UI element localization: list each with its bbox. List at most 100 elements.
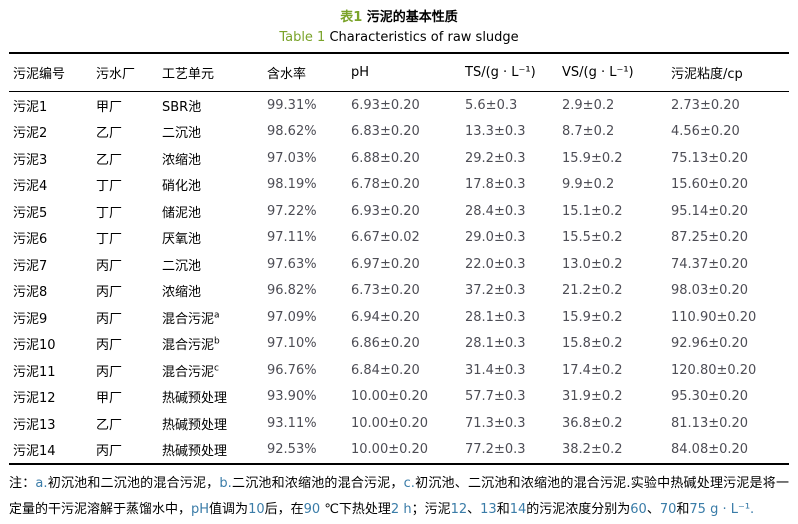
cell-vs: 15.9±0.2: [562, 150, 623, 166]
footnote-text-segment: 注：: [9, 476, 36, 491]
table-row: 污泥2 乙厂 二沉池 98.62% 6.83±0.20 13.3±0.3 8.7±0.2 4.…: [9, 119, 789, 146]
footnote-text-segment: 、: [646, 502, 660, 517]
footnote-text-segment: 初沉池和二沉池的混合污泥，: [47, 476, 220, 491]
table-row: 污泥5 丁厂 储泥池 97.22% 6.93±0.20 28.4±0.3 15.1±0.2 9…: [9, 198, 789, 225]
cell-ts: 29.0±0.3: [465, 230, 526, 246]
cell-process-unit: 热碱预处理: [162, 444, 228, 460]
cell-plant: 丁厂: [96, 205, 123, 221]
footnote-latin-segment: b.: [219, 476, 232, 491]
column-header-water-content: 含水率: [263, 53, 347, 92]
footnote-latin-segment: 75 g · L⁻¹.: [689, 502, 755, 517]
column-header-process-unit: 工艺单元: [158, 53, 263, 92]
cell-sludge-id: 污泥14: [13, 444, 56, 460]
cell-sludge-id: 污泥6: [13, 232, 48, 248]
cell-sludge-id: 污泥4: [13, 179, 48, 195]
cell-water-content: 97.11%: [267, 230, 317, 246]
cell-process-unit: 二沉池: [162, 126, 202, 142]
cell-sludge-id: 污泥11: [13, 364, 56, 380]
cell-vs: 17.4±0.2: [562, 362, 623, 378]
cell-water-content: 97.63%: [267, 256, 317, 272]
cell-ph: 6.73±0.20: [351, 283, 420, 299]
cell-ts: 29.2±0.3: [465, 150, 526, 166]
cell-sludge-id: 污泥8: [13, 285, 48, 301]
cell-water-content: 93.11%: [267, 415, 317, 431]
table-row: 污泥1 甲厂 SBR池 99.31% 6.93±0.20 5.6±0.3 2.9±0.2 2.…: [9, 92, 789, 119]
table-caption-zh-tag: 表1: [340, 10, 363, 25]
cell-water-content: 97.22%: [267, 203, 317, 219]
cell-water-content: 96.82%: [267, 283, 317, 299]
cell-ts: 22.0±0.3: [465, 256, 526, 272]
footnote-latin-segment: 2 h: [390, 502, 412, 517]
cell-vs: 15.8±0.2: [562, 336, 623, 352]
cell-plant: 丙厂: [96, 364, 123, 380]
cell-ts: 57.7±0.3: [465, 389, 526, 405]
cell-ts: 37.2±0.3: [465, 283, 526, 299]
cell-sludge-id: 污泥3: [13, 152, 48, 168]
cell-plant: 乙厂: [96, 417, 123, 433]
cell-vs: 2.9±0.2: [562, 97, 615, 113]
header-row: 污泥编号 污水厂 工艺单元 含水率 pH TS/(g · L⁻¹) VS/(g …: [9, 53, 789, 92]
cell-ts: 28.1±0.3: [465, 309, 526, 325]
footnote-latin-segment: 10: [248, 502, 265, 517]
footnote-latin-segment: 12: [450, 502, 468, 517]
cell-process-unit: 二沉池: [162, 258, 202, 274]
column-header-sludge-id: 污泥编号: [9, 53, 92, 92]
cell-viscosity: 84.08±0.20: [671, 442, 749, 458]
footnote-text-segment: ℃下热处理: [324, 502, 391, 517]
cell-plant: 丙厂: [96, 285, 123, 301]
cell-sludge-id: 污泥1: [13, 99, 48, 115]
cell-sludge-id: 污泥9: [13, 311, 48, 327]
footnote-latin-segment: pH: [191, 502, 210, 517]
footnote-text-segment: 二沉池和浓缩池的混合污泥，: [231, 476, 404, 491]
footnote-text-segment: 值调为: [209, 502, 249, 517]
footnote-latin-segment: 90: [303, 502, 325, 517]
cell-viscosity: 74.37±0.20: [671, 256, 749, 272]
cell-water-content: 99.31%: [267, 97, 317, 113]
table-row: 污泥11 丙厂 混合污泥c 96.76% 6.84±0.20 31.4±0.3 17.4±0…: [9, 357, 789, 384]
cell-vs: 15.5±0.2: [562, 230, 623, 246]
cell-process-unit: 硝化池: [162, 179, 202, 195]
sludge-characteristics-table: 污泥编号 污水厂 工艺单元 含水率 pH TS/(g · L⁻¹) VS/(g …: [9, 52, 789, 465]
cell-sludge-id: 污泥13: [13, 417, 56, 433]
cell-water-content: 93.90%: [267, 389, 317, 405]
cell-ts: 5.6±0.3: [465, 97, 518, 113]
footnote-text-segment: 后，在: [264, 502, 304, 517]
cell-process-unit: SBR池: [162, 99, 202, 115]
cell-sludge-id: 污泥2: [13, 126, 48, 142]
table-body: 污泥1 甲厂 SBR池 99.31% 6.93±0.20 5.6±0.3 2.9±0.2 2.…: [9, 92, 789, 465]
table-caption-en: Table 1 Characteristics of raw sludge: [0, 28, 798, 48]
cell-process-unit: 厌氧池: [162, 232, 202, 248]
cell-water-content: 97.09%: [267, 309, 317, 325]
cell-ph: 6.97±0.20: [351, 256, 420, 272]
footnote-latin-segment: a.: [35, 476, 48, 491]
cell-ph: 6.84±0.20: [351, 362, 420, 378]
cell-ph: 6.83±0.20: [351, 124, 420, 140]
cell-ts: 71.3±0.3: [465, 415, 526, 431]
cell-sludge-id: 污泥10: [13, 338, 56, 354]
footnote-marker: b: [214, 336, 220, 347]
footnote-latin-segment: 14: [509, 502, 527, 517]
cell-viscosity: 2.73±0.20: [671, 97, 740, 113]
footnote-text-segment: 的污泥浓度分别为: [526, 502, 631, 517]
table-caption-zh-title: 污泥的基本性质: [366, 10, 458, 25]
cell-plant: 丙厂: [96, 311, 123, 327]
table-row: 污泥12 甲厂 热碱预处理 93.90% 10.00±0.20 57.7±0.3 31.9±…: [9, 384, 789, 411]
footnote-latin-segment: 70: [659, 502, 677, 517]
cell-ph: 6.86±0.20: [351, 336, 420, 352]
footnote-latin-segment: 13: [480, 502, 497, 517]
cell-process-unit: 混合污泥b: [162, 336, 220, 354]
cell-water-content: 92.53%: [267, 442, 317, 458]
cell-viscosity: 98.03±0.20: [671, 283, 749, 299]
table-row: 污泥6 丁厂 厌氧池 97.11% 6.67±0.02 29.0±0.3 15.5±0.2 8…: [9, 225, 789, 252]
cell-ph: 6.88±0.20: [351, 150, 420, 166]
cell-water-content: 97.10%: [267, 336, 317, 352]
footnote-marker: c: [214, 363, 219, 374]
column-header-vs: VS/(g · L⁻¹): [558, 53, 667, 92]
table-caption: 表1 污泥的基本性质 Table 1 Characteristics of ra…: [0, 0, 798, 48]
cell-ph: 10.00±0.20: [351, 389, 429, 405]
cell-ts: 28.1±0.3: [465, 336, 526, 352]
table-row: 污泥13 乙厂 热碱预处理 93.11% 10.00±0.20 71.3±0.3 36.8±…: [9, 410, 789, 437]
cell-ph: 6.94±0.20: [351, 309, 420, 325]
table-row: 污泥3 乙厂 浓缩池 97.03% 6.88±0.20 29.2±0.3 15.9±0.2 7…: [9, 145, 789, 172]
cell-vs: 15.1±0.2: [562, 203, 623, 219]
